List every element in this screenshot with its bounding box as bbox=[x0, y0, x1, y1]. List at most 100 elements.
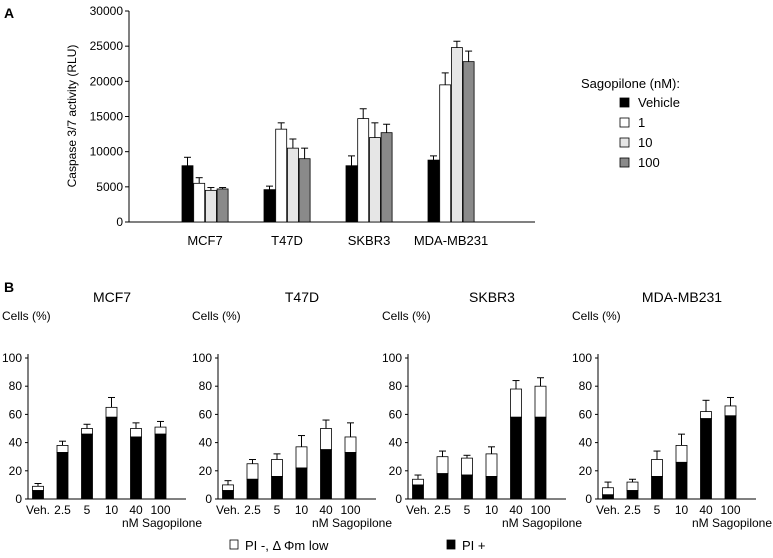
chart-b-category-label: 100 bbox=[150, 503, 170, 517]
chart-b-category-label: 5 bbox=[464, 503, 471, 517]
chart-a-y-tick-label: 0 bbox=[116, 215, 123, 229]
chart-b-category-label: 40 bbox=[129, 503, 143, 517]
chart-b-bar-pi-neg bbox=[81, 428, 93, 435]
chart-b-panel-title: MCF7 bbox=[93, 289, 131, 305]
chart-b-bar-pi-pos bbox=[295, 467, 308, 500]
chart-b-category-label: Veh. bbox=[26, 503, 50, 517]
chart-b-category-label: 40 bbox=[699, 503, 713, 517]
chart-b-bar-pi-pos bbox=[700, 418, 712, 500]
chart-b-category-label: 100 bbox=[530, 503, 550, 517]
chart-b-bar-pi-pos bbox=[412, 484, 424, 500]
chart-a-y-tick-label: 20000 bbox=[90, 74, 124, 88]
chart-b-category-label: 10 bbox=[105, 503, 119, 517]
chart-b-category-label: 2.5 bbox=[624, 503, 641, 517]
chart-b-bar-pi-pos bbox=[154, 433, 167, 500]
chart-b-bar-pi-pos bbox=[485, 476, 498, 500]
chart-b-y-tick-label: 0 bbox=[395, 492, 402, 506]
chart-b-bar-pi-pos bbox=[724, 415, 737, 500]
chart-b-y-tick-label: 60 bbox=[9, 407, 23, 421]
chart-b-x-axis-label: nM Sagopilone bbox=[692, 516, 772, 530]
chart-b-bar-pi-neg bbox=[700, 411, 712, 420]
chart-b-bar-pi-pos bbox=[626, 490, 639, 500]
chart-b-panel-skbr3: SKBR3 Cells (%) 0 20 40 60 80 100 Veh. 2.5 5 10 40 10… bbox=[382, 289, 582, 530]
chart-b-y-tick-label: 0 bbox=[15, 492, 22, 506]
chart-b-bar-pi-pos bbox=[222, 490, 234, 500]
chart-a-legend-title: Sagopilone (nM): bbox=[581, 76, 680, 91]
chart-b-y-tick-label: 100 bbox=[382, 351, 402, 365]
chart-b-bar-pi-pos bbox=[534, 416, 547, 500]
panel-a-label: A bbox=[4, 5, 14, 21]
chart-b-bar-pi-pos bbox=[81, 433, 93, 500]
chart-b-y-tick-label: 0 bbox=[205, 492, 212, 506]
chart-b-bar-pi-neg bbox=[56, 445, 69, 453]
chart-a-y-tick-label: 30000 bbox=[90, 4, 124, 18]
chart-a-legend-swatch bbox=[619, 157, 630, 168]
chart-b-y-tick-label: 60 bbox=[579, 407, 593, 421]
chart-b-bar-pi-pos bbox=[344, 452, 357, 500]
chart-b-bar-pi-neg bbox=[534, 385, 547, 418]
chart-a-bar bbox=[216, 188, 229, 223]
chart-a-bar bbox=[380, 132, 393, 223]
chart-b-bar-pi-neg bbox=[626, 481, 639, 491]
chart-b-category-label: Veh. bbox=[216, 503, 240, 517]
chart-b-bar-pi-pos bbox=[675, 461, 688, 500]
chart-a-legend-label: 100 bbox=[638, 155, 660, 170]
chart-b-panel-t47d: T47D Cells (%) 0 20 40 60 80 100 Veh. 2.5 5 10 40 100… bbox=[192, 289, 392, 530]
chart-b-x-axis-label: nM Sagopilone bbox=[122, 516, 202, 530]
chart-b-category-label: 2.5 bbox=[434, 503, 451, 517]
chart-b-panel-title: MDA-MB231 bbox=[642, 289, 722, 305]
chart-a-bar bbox=[439, 84, 452, 223]
chart-b-bar-pi-neg bbox=[105, 406, 118, 418]
chart-b-bar-pi-neg bbox=[246, 463, 259, 480]
chart-a-category-label: SKBR3 bbox=[348, 233, 391, 248]
chart-a-legend-swatch bbox=[619, 137, 630, 148]
chart-b-y-tick-label: 100 bbox=[192, 351, 212, 365]
chart-b-category-label: 40 bbox=[509, 503, 523, 517]
chart-b-y-tick-label: 40 bbox=[389, 436, 403, 450]
chart-b-bar-pi-neg bbox=[271, 459, 283, 477]
chart-b-y-tick-label: 100 bbox=[2, 351, 22, 365]
chart-a-legend-swatch bbox=[619, 117, 630, 128]
chart-b-category-label: 5 bbox=[274, 503, 281, 517]
chart-a-bar bbox=[193, 182, 206, 223]
chart-b-bar-pi-neg bbox=[344, 436, 357, 453]
chart-b-bar-pi-pos bbox=[130, 436, 142, 500]
chart-a-bar bbox=[345, 165, 358, 223]
chart-b-bar-pi-pos bbox=[602, 494, 614, 500]
chart-b-bar-pi-neg bbox=[651, 459, 663, 477]
chart-b-bar-pi-neg bbox=[724, 405, 737, 417]
chart-b-y-axis-label: Cells (%) bbox=[2, 309, 51, 323]
chart-b-category-label: 10 bbox=[295, 503, 309, 517]
chart-b-panel-title: T47D bbox=[285, 289, 319, 305]
chart-a-y-tick-label: 25000 bbox=[90, 39, 124, 53]
chart-a-bar bbox=[298, 158, 311, 223]
chart-b-category-label: 100 bbox=[720, 503, 740, 517]
chart-b-y-tick-label: 40 bbox=[199, 436, 213, 450]
chart-b-bar-pi-pos bbox=[461, 474, 473, 500]
chart-a-bar bbox=[427, 159, 440, 223]
chart-b-legend-label: PI + bbox=[462, 538, 486, 553]
chart-a: Caspase 3/7 activity (RLU) 0 5000 10000 150… bbox=[65, 4, 680, 248]
chart-b-category-label: 2.5 bbox=[244, 503, 261, 517]
chart-b-y-tick-label: 20 bbox=[389, 464, 403, 478]
chart-b-bar-pi-pos bbox=[651, 476, 663, 500]
chart-b-y-tick-label: 80 bbox=[579, 379, 593, 393]
chart-b-legend-swatch bbox=[229, 539, 239, 550]
chart-b-y-tick-label: 80 bbox=[389, 379, 403, 393]
chart-b-y-tick-label: 40 bbox=[9, 436, 23, 450]
chart-a-bar bbox=[181, 165, 194, 223]
panel-b-label: B bbox=[4, 279, 14, 295]
chart-b-y-tick-label: 0 bbox=[585, 492, 592, 506]
chart-a-category-label: MCF7 bbox=[187, 233, 222, 248]
chart-a-category-label: T47D bbox=[271, 233, 303, 248]
chart-b-y-axis-label: Cells (%) bbox=[192, 309, 241, 323]
chart-b-bar-pi-neg bbox=[32, 485, 44, 491]
chart-b-bar-pi-neg bbox=[602, 487, 614, 496]
chart-b-x-axis-label: nM Sagopilone bbox=[502, 516, 582, 530]
chart-b-bar-pi-neg bbox=[510, 388, 522, 418]
chart-a-y-tick-label: 5000 bbox=[96, 180, 123, 194]
chart-a-y-tick-label: 15000 bbox=[90, 110, 124, 124]
chart-a-legend-swatch bbox=[619, 97, 630, 108]
chart-a-legend-label: Vehicle bbox=[638, 95, 680, 110]
